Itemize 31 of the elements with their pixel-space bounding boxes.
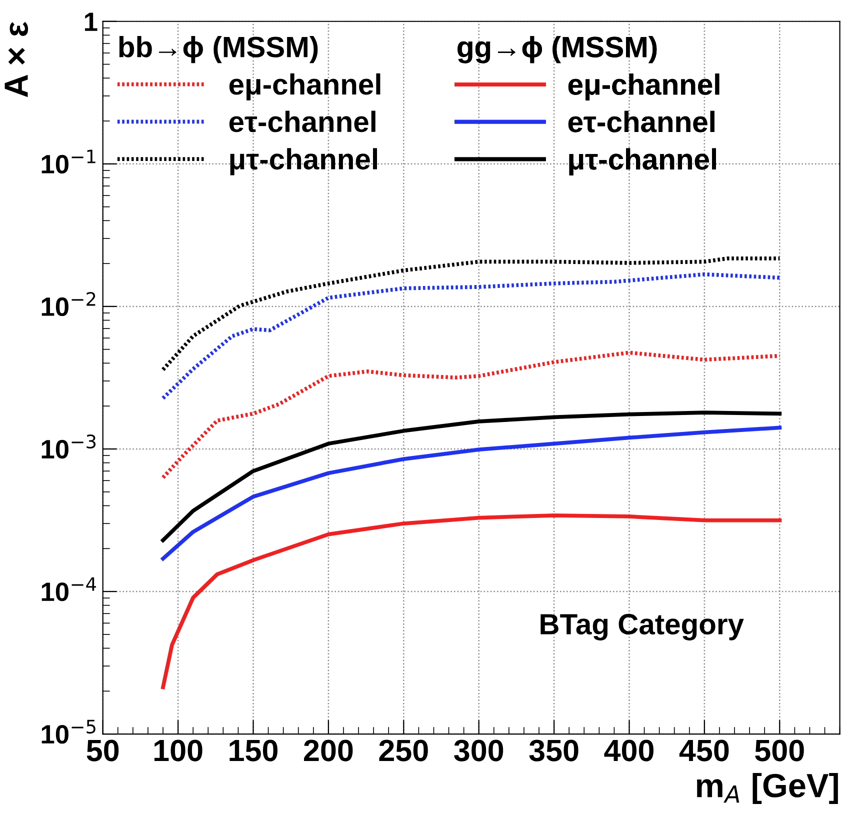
line-series (161, 272, 782, 400)
y-axis-title: A × ε (4, 22, 28, 98)
y-tick-label: 1 (84, 12, 98, 31)
line-series (161, 256, 782, 372)
line-series (161, 350, 782, 480)
legend-label: eμ-channel (568, 73, 720, 101)
x-tick-label: 400 (604, 740, 654, 762)
x-tick-label: 450 (679, 740, 729, 762)
x-axis-title: m$_{A}$ [GeV] (697, 772, 838, 804)
annotation: gg→ϕ (MSSM) (458, 36, 657, 64)
line-series (161, 410, 782, 542)
annotation: bb→ϕ (MSSM) (119, 36, 318, 64)
x-tick-label: 150 (230, 740, 278, 762)
y-tick-label: 10$^{−4}$ (42, 577, 96, 602)
x-tick-label: 100 (154, 740, 202, 762)
annotation: BTag Category (540, 614, 744, 640)
y-tick-label: 10$^{−1}$ (42, 150, 96, 174)
line-series (161, 513, 782, 690)
y-tick-label: 10$^{−2}$ (42, 292, 96, 316)
line-series (161, 426, 782, 561)
x-tick-label: 500 (755, 740, 804, 762)
legend-label: eμ-channel (229, 73, 380, 100)
legend-label: eτ-channel (568, 110, 714, 132)
legend-label: μτ-channel (569, 148, 716, 176)
x-tick-label: 350 (529, 740, 578, 762)
y-tick-label: 10$^{−3}$ (42, 434, 96, 459)
x-tick-label: 300 (454, 740, 504, 762)
x-tick-label: 200 (304, 740, 353, 762)
x-tick-label: 250 (379, 740, 428, 762)
legend-label: μτ-channel (230, 148, 377, 176)
legend-label: eτ-channel (229, 110, 376, 132)
